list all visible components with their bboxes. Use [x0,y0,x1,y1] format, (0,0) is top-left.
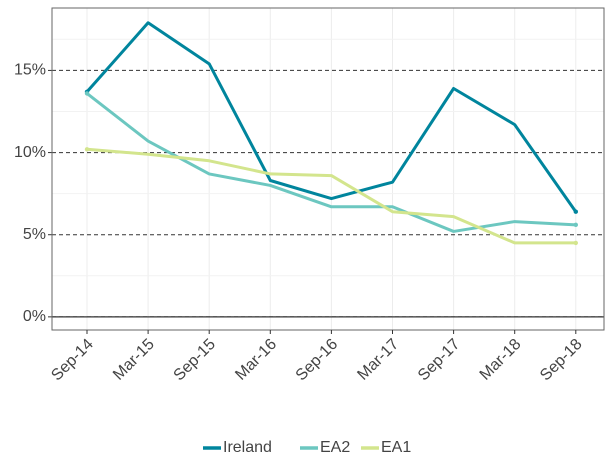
y-tick-label: 10% [14,144,46,161]
end-point [84,91,90,96]
x-tick-label: Mar-17 [354,336,402,384]
x-tick-label: Sep-15 [171,336,220,385]
legend-label: Ireland [223,439,272,456]
x-tick-label: Sep-17 [415,336,464,385]
end-point [84,147,90,152]
y-tick-label: 0% [23,308,46,325]
legend-label: EA1 [381,439,411,456]
end-point [573,209,578,214]
x-tick-label: Mar-15 [110,336,158,384]
x-tick-label: Mar-18 [477,336,525,384]
series-line [86,147,576,245]
y-tick-label: 5% [23,226,46,243]
x-tick-label: Mar-16 [232,336,280,384]
plot-border [51,7,605,331]
y-tick-label: 15% [14,62,46,79]
x-tick-label: Sep-16 [293,336,342,385]
series-line [86,92,576,233]
x-tick-label: Sep-18 [537,336,586,385]
end-point [573,222,578,228]
series-line [85,21,578,213]
x-tick-label: Sep-14 [48,336,97,385]
end-point [573,240,578,246]
legend-label: EA2 [320,439,350,456]
